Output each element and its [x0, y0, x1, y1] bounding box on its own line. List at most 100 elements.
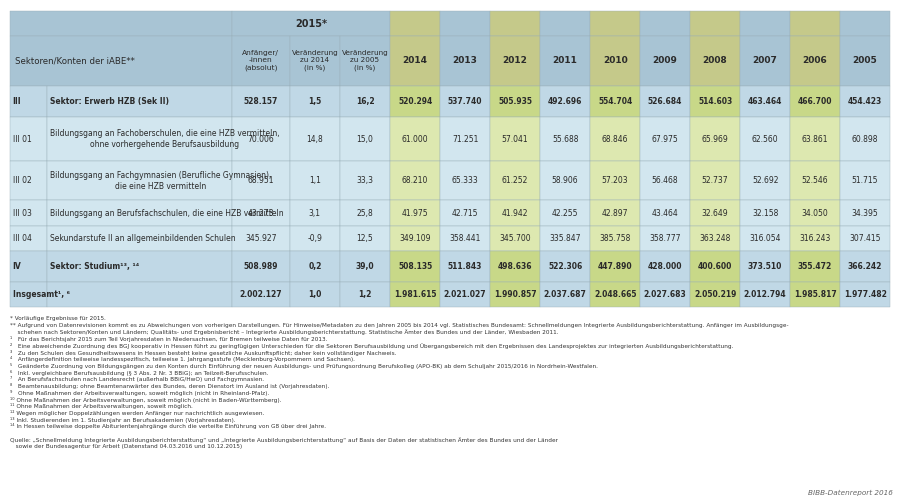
Text: 51.715: 51.715	[852, 176, 878, 185]
Text: ⁹   Ohne Maßnahmen der Arbeitsverwaltungen, soweit möglich (nicht in Rheinland-P: ⁹ Ohne Maßnahmen der Arbeitsverwaltungen…	[10, 390, 269, 396]
Text: * Vorläufige Ergebnisse für 2015.: * Vorläufige Ergebnisse für 2015.	[10, 316, 106, 321]
Text: ¹³ Inkl. Studierenden im 1. Studienjahr an Berufsakademien (Vorjahresdaten).: ¹³ Inkl. Studierenden im 1. Studienjahr …	[10, 417, 236, 423]
Bar	[690, 282, 740, 307]
Bar	[491, 117, 540, 161]
Bar	[491, 282, 540, 307]
Bar	[231, 250, 290, 282]
Bar	[47, 85, 231, 117]
Bar	[10, 161, 47, 200]
Bar	[10, 36, 231, 85]
Text: ⁷   An Berufsfachschulen nach Landesrecht (außerhalb BBiG/HwO) und Fachgymnasien: ⁷ An Berufsfachschulen nach Landesrecht …	[10, 377, 264, 383]
Text: 57.041: 57.041	[502, 135, 528, 144]
Bar	[390, 117, 440, 161]
Bar	[590, 161, 640, 200]
Text: Sektoren/Konten der iABE**: Sektoren/Konten der iABE**	[15, 56, 135, 65]
Bar	[790, 200, 840, 226]
Text: 358.441: 358.441	[449, 234, 481, 243]
Bar	[640, 282, 690, 307]
Bar	[340, 226, 390, 250]
Text: 67.975: 67.975	[652, 135, 679, 144]
Text: 1.977.482: 1.977.482	[843, 290, 886, 299]
Bar	[47, 117, 231, 161]
Text: 2.021.027: 2.021.027	[444, 290, 487, 299]
Text: Bildungsgang an Fachoberschulen, die eine HZB vermitteln,
ohne vorhergehende Ber: Bildungsgang an Fachoberschulen, die ein…	[50, 129, 279, 149]
Text: 34.395: 34.395	[851, 209, 878, 218]
Text: 41.942: 41.942	[502, 209, 528, 218]
Text: 68.210: 68.210	[402, 176, 428, 185]
Bar	[690, 11, 740, 36]
Text: 58.906: 58.906	[552, 176, 579, 185]
Bar	[290, 226, 340, 250]
Bar	[590, 200, 640, 226]
Text: 1,5: 1,5	[309, 97, 321, 106]
Text: Bildungsgang an Berufsfachschulen, die eine HZB vermitteln: Bildungsgang an Berufsfachschulen, die e…	[50, 209, 284, 218]
Bar	[231, 11, 390, 36]
Bar	[491, 200, 540, 226]
Bar	[340, 36, 390, 85]
Text: 2.037.687: 2.037.687	[544, 290, 587, 299]
Text: 498.636: 498.636	[498, 262, 533, 271]
Text: 2.002.127: 2.002.127	[239, 290, 282, 299]
Text: 1.981.615: 1.981.615	[394, 290, 436, 299]
Bar	[640, 36, 690, 85]
Text: 3,1: 3,1	[309, 209, 321, 218]
Bar	[10, 200, 47, 226]
Text: sowie der Bundesagentur für Arbeit (Datenstand 04.03.2016 und 10.12.2015): sowie der Bundesagentur für Arbeit (Date…	[10, 444, 242, 449]
Text: 528.157: 528.157	[244, 97, 278, 106]
Bar	[590, 282, 640, 307]
Text: 373.510: 373.510	[748, 262, 782, 271]
Bar	[440, 161, 490, 200]
Text: 52.692: 52.692	[752, 176, 778, 185]
Bar	[390, 250, 440, 282]
Text: 34.050: 34.050	[802, 209, 829, 218]
Text: 32.649: 32.649	[702, 209, 728, 218]
Text: 41.975: 41.975	[401, 209, 428, 218]
Text: 2014: 2014	[402, 56, 428, 65]
Bar	[840, 161, 890, 200]
Text: 43.273: 43.273	[248, 209, 274, 218]
Text: III 02: III 02	[13, 176, 32, 185]
Text: 355.472: 355.472	[798, 262, 832, 271]
Bar	[10, 250, 47, 282]
Bar	[790, 117, 840, 161]
Bar	[340, 117, 390, 161]
Text: 12,5: 12,5	[356, 234, 374, 243]
Text: 335.847: 335.847	[549, 234, 580, 243]
Text: ¹⁰ Ohne Maßnahmen der Arbeitsverwaltungen, soweit möglich (nicht in Baden-Württe: ¹⁰ Ohne Maßnahmen der Arbeitsverwaltunge…	[10, 397, 282, 403]
Text: III 04: III 04	[13, 234, 32, 243]
Text: ²   Eine abweichende Zuordnung des BGJ kooperativ in Hessen führt zu geringfügig: ² Eine abweichende Zuordnung des BGJ koo…	[10, 343, 733, 349]
Text: 2013: 2013	[453, 56, 478, 65]
Text: 42.255: 42.255	[552, 209, 579, 218]
Bar	[790, 161, 840, 200]
Text: Anfänger/
-innen
(absolut): Anfänger/ -innen (absolut)	[242, 50, 279, 71]
Text: 52.546: 52.546	[802, 176, 828, 185]
Bar	[290, 36, 340, 85]
Bar	[690, 36, 740, 85]
Bar	[10, 117, 47, 161]
Bar	[10, 85, 47, 117]
Text: 25,8: 25,8	[356, 209, 374, 218]
Text: 39,0: 39,0	[356, 262, 374, 271]
Text: 537.740: 537.740	[448, 97, 482, 106]
Text: ⁵   Geänderte Zuordnung von Bildungsgängen zu den Konten durch Einführung der ne: ⁵ Geänderte Zuordnung von Bildungsgängen…	[10, 363, 598, 369]
Text: 554.704: 554.704	[598, 97, 633, 106]
Text: 2.027.683: 2.027.683	[644, 290, 687, 299]
Bar	[790, 250, 840, 282]
Bar	[340, 200, 390, 226]
Text: 316.054: 316.054	[750, 234, 781, 243]
Bar	[740, 11, 790, 36]
Bar	[690, 250, 740, 282]
Bar	[290, 85, 340, 117]
Text: III 01: III 01	[13, 135, 32, 144]
Bar	[740, 85, 790, 117]
Bar	[790, 226, 840, 250]
Text: III 03: III 03	[13, 209, 32, 218]
Bar	[590, 85, 640, 117]
Text: 466.700: 466.700	[798, 97, 832, 106]
Bar	[590, 11, 640, 36]
Bar	[640, 117, 690, 161]
Text: 520.294: 520.294	[398, 97, 432, 106]
Text: 62.560: 62.560	[752, 135, 778, 144]
Text: 2010: 2010	[603, 56, 627, 65]
Text: 508.989: 508.989	[244, 262, 278, 271]
